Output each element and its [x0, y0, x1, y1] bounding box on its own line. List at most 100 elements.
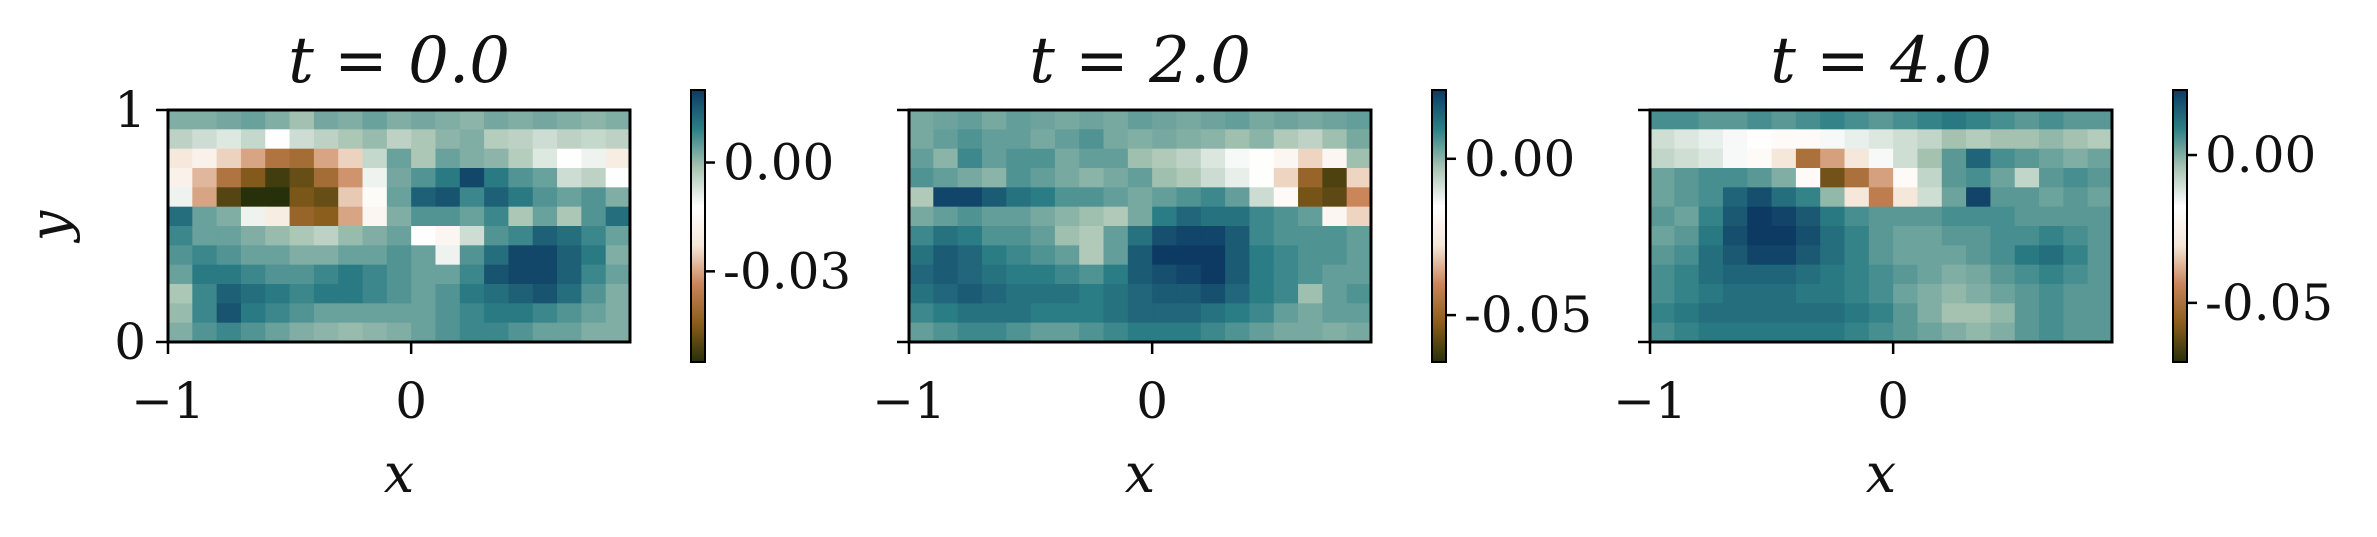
heatmap-cell [1152, 322, 1178, 343]
heatmap-cell [386, 226, 412, 246]
heatmap-cell [2087, 187, 2113, 208]
heatmap-cell [581, 284, 607, 304]
heatmap-cell [313, 110, 339, 130]
heatmap-cell [1030, 245, 1056, 266]
heatmap-cell [1771, 206, 1797, 227]
heatmap-panel-2: t = 4.0 −1 0 x 0.00 -0.05 [1613, 24, 2333, 505]
heatmap-cell [216, 322, 242, 343]
y-tick-label: 0 [114, 313, 146, 371]
heatmap-cell [168, 245, 193, 266]
heatmap-cell [1795, 206, 1821, 227]
heatmap-cell [2063, 226, 2089, 246]
heatmap-cell [981, 303, 1007, 324]
colorbar-tick-label: 0.00 [723, 134, 834, 192]
heatmap-cell [1079, 168, 1105, 188]
heatmap-cell [411, 148, 437, 169]
heatmap-cell [1674, 226, 1700, 246]
heatmap-cell [981, 264, 1007, 285]
heatmap-cell [192, 245, 218, 266]
heatmap-cell [1990, 187, 2016, 208]
heatmap-cell [1650, 303, 1675, 324]
heatmap-cell [386, 245, 412, 266]
heatmap-panel-1: t = 2.0 −1 0 x 0.00 -0.05 [872, 24, 1592, 505]
heatmap-cell [1941, 226, 1967, 246]
heatmap-cell [1249, 303, 1275, 324]
heatmap-cell [1322, 148, 1348, 169]
heatmap-cell [981, 245, 1007, 266]
heatmap-cell [338, 110, 364, 130]
heatmap-cell [1966, 129, 1992, 150]
heatmap-cell [1820, 303, 1846, 324]
heatmap-cell [1127, 129, 1153, 150]
heatmap-cell [289, 110, 315, 130]
heatmap-cell [1722, 110, 1748, 130]
heatmap-cell [1722, 245, 1748, 266]
heatmap-cell [411, 110, 437, 130]
heatmap-cell [1771, 245, 1797, 266]
heatmap-cell [981, 322, 1007, 343]
heatmap-cell [1006, 226, 1032, 246]
heatmap-cell [1698, 110, 1724, 130]
heatmap-cell [1298, 303, 1323, 324]
heatmap-cell [2087, 303, 2113, 324]
heatmap-cell [1650, 148, 1675, 169]
heatmap-cell [1650, 206, 1675, 227]
heatmap-cell [386, 206, 412, 227]
x-tick-label: −1 [872, 372, 946, 430]
heatmap-cell [1200, 148, 1226, 169]
heatmap-cell [1298, 284, 1323, 304]
heatmap-cell [957, 322, 983, 343]
heatmap-cell [2014, 322, 2040, 343]
heatmap-cell [532, 303, 558, 324]
heatmap-cell [909, 284, 934, 304]
heatmap-cell [1771, 322, 1797, 343]
heatmap-cell [1103, 322, 1129, 343]
heatmap-cell [1722, 284, 1748, 304]
heatmap-cell [1722, 187, 1748, 208]
heatmap-cell [1322, 284, 1348, 304]
heatmap-cell [1674, 129, 1700, 150]
heatmap-cell [933, 206, 959, 227]
y-axis-label: y [18, 209, 81, 243]
heatmap-cell [605, 226, 631, 246]
heatmap-cell [532, 187, 558, 208]
heatmap-cell [1941, 284, 1967, 304]
heatmap-cell [1346, 129, 1372, 150]
heatmap-cell [1966, 284, 1992, 304]
heatmap-cell [338, 206, 364, 227]
heatmap-cell [1820, 226, 1846, 246]
heatmap-cell [1176, 264, 1202, 285]
colorbar [690, 89, 706, 363]
heatmap-cell [2039, 284, 2064, 304]
heatmap-cell [1771, 110, 1797, 130]
heatmap-cell [1176, 284, 1202, 304]
heatmap-cell [1127, 187, 1153, 208]
heatmap-cell [362, 187, 388, 208]
heatmap-cell [216, 168, 242, 188]
heatmap-cell [933, 129, 959, 150]
heatmap-cell [362, 303, 388, 324]
heatmap-cell [289, 206, 315, 227]
heatmap-cell [1152, 110, 1178, 130]
heatmap-cell [1176, 148, 1202, 169]
x-tick-label: −1 [131, 372, 205, 430]
heatmap-cell [386, 148, 412, 169]
heatmap-cell [1322, 226, 1348, 246]
heatmap-cell [581, 110, 607, 130]
heatmap-cell [1346, 264, 1372, 285]
heatmap-cell [1795, 187, 1821, 208]
heatmap-cell [1103, 245, 1129, 266]
heatmap-cell [338, 322, 364, 343]
heatmap-cell [1650, 322, 1675, 343]
heatmap-cell [1225, 264, 1251, 285]
heatmap-cell [1273, 264, 1299, 285]
heatmap-cell [1698, 168, 1724, 188]
heatmap-cell [411, 187, 437, 208]
heatmap-cell [168, 284, 193, 304]
heatmap-cell [1941, 110, 1967, 130]
heatmap-cell [1893, 206, 1919, 227]
heatmap-cell [1273, 284, 1299, 304]
heatmap-cell [435, 303, 461, 324]
heatmap-cell [532, 264, 558, 285]
heatmap-cell [1650, 264, 1675, 285]
